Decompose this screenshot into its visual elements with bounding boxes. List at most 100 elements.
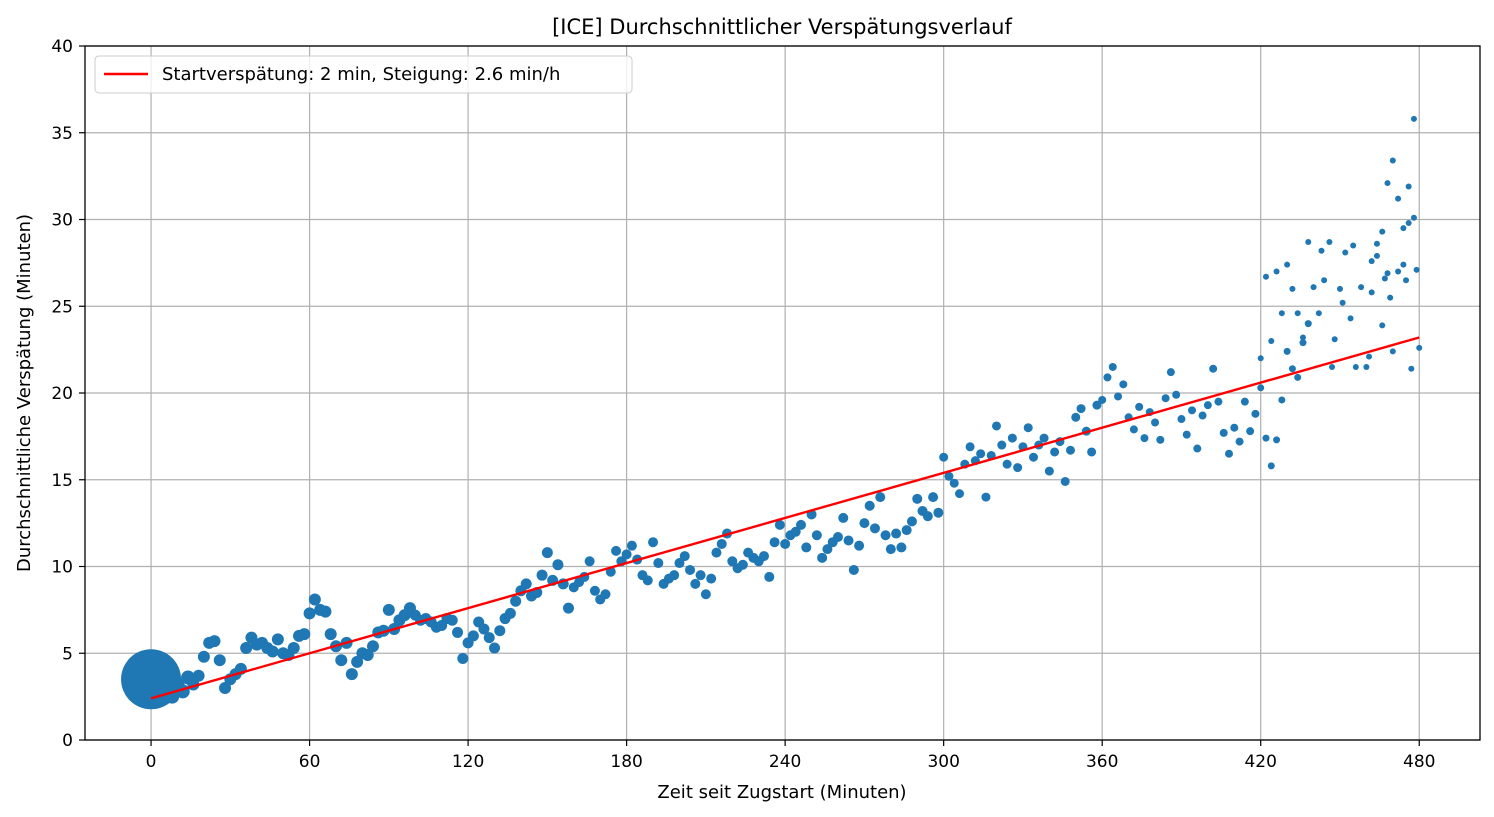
scatter-point [669,570,680,581]
scatter-point [1002,459,1012,469]
scatter-point [1172,390,1181,399]
scatter-point [1246,427,1255,436]
y-axis-ticks: 0 5 10 15 20 25 30 35 40 [51,37,85,751]
scatter-point [933,507,944,518]
scatter-point [1182,430,1191,439]
scatter-point [906,516,917,527]
scatter-point [489,642,501,654]
scatter-point [1331,336,1338,343]
scatter-point [737,559,748,570]
scatter-point [494,625,506,637]
scatter-point [1028,452,1038,462]
x-tick-label: 240 [769,752,801,772]
scatter-point [1023,423,1033,433]
scatter-point [1039,433,1049,443]
scatter-point [716,538,727,549]
scatter-point [1400,225,1407,232]
scatter-point [1410,214,1417,221]
scatter-point [351,655,364,668]
scatter-point [446,614,458,626]
scatter-point [1310,284,1317,291]
scatter-point [922,511,933,522]
scatter-point [1283,347,1291,355]
scatter-point [912,493,923,504]
scatter-point [711,547,722,558]
y-tick-label: 5 [62,644,73,664]
scatter-point [1273,436,1281,444]
scatter-point [1368,258,1375,265]
y-tick-label: 20 [51,384,73,404]
x-tick-label: 120 [452,752,484,772]
scatter-point [1151,418,1160,427]
scatter-point [1257,355,1264,362]
scatter-point [928,492,939,503]
scatter-point [1240,397,1249,406]
y-tick-label: 25 [51,297,73,317]
scatter-point [875,492,886,503]
scatter-point [1339,299,1346,306]
scatter-point [1379,228,1386,235]
scatter-point [1299,334,1306,341]
y-tick-label: 40 [51,37,73,57]
scatter-point [335,654,348,667]
scatter-point [1108,362,1117,371]
scatter-point [1013,463,1023,473]
x-tick-label: 0 [146,752,157,772]
scatter-point [1410,115,1417,122]
scatter-point [1288,365,1296,373]
scatter-point [1368,289,1375,296]
scatter-point [1350,242,1357,249]
scatter-point [1352,363,1359,370]
scatter-point [1373,240,1380,247]
scatter-point [955,489,965,499]
scatter-point [1193,444,1202,453]
scatter-point [885,544,896,555]
y-axis-title: Durchschnittliche Verspätung (Minuten) [14,214,35,572]
x-tick-label: 180 [610,752,642,772]
scatter-point [848,564,859,575]
scatter-point [854,540,865,551]
scatter-point [759,551,770,562]
scatter-point [1395,195,1402,202]
scatter-point [510,595,522,607]
y-tick-label: 15 [51,471,73,491]
scatter-point [467,630,479,642]
y-tick-label: 35 [51,124,73,144]
scatter-point [1363,363,1370,370]
scatter-point [361,648,374,661]
scatter-point [1373,252,1380,259]
scatter-point [1329,363,1336,370]
scatter-point [452,626,464,638]
scatter-point [944,471,954,481]
scatter-point [896,542,907,553]
x-tick-label: 420 [1244,752,1276,772]
scatter-point [626,540,637,551]
scatter-point [695,570,706,581]
scatter-point [1347,315,1354,322]
scatter-point [1103,373,1112,382]
scatter-point [1235,437,1244,446]
scatter-point [1304,320,1312,328]
scatter-point [271,633,284,646]
scatter-point [965,442,975,452]
x-axis-title: Zeit seit Zugstart (Minuten) [657,782,906,803]
scatter-point [939,452,949,462]
legend-box [94,55,633,94]
scatter-point [1315,310,1322,317]
scatter-point [700,589,711,600]
scatter-point [621,549,632,560]
scatter-point [1273,268,1280,275]
scatter-point [769,537,780,548]
scatter-point [1294,310,1301,317]
scatter-point [287,642,300,655]
scatter-point [1305,239,1312,246]
scatter-point [1230,423,1239,432]
scatter-point [345,668,358,681]
scatter-point [880,530,891,541]
x-tick-label: 480 [1403,752,1435,772]
scatter-point [1214,397,1223,406]
scatter-point [504,607,516,619]
scatter-point [811,530,822,541]
scatter-point [1321,277,1328,284]
